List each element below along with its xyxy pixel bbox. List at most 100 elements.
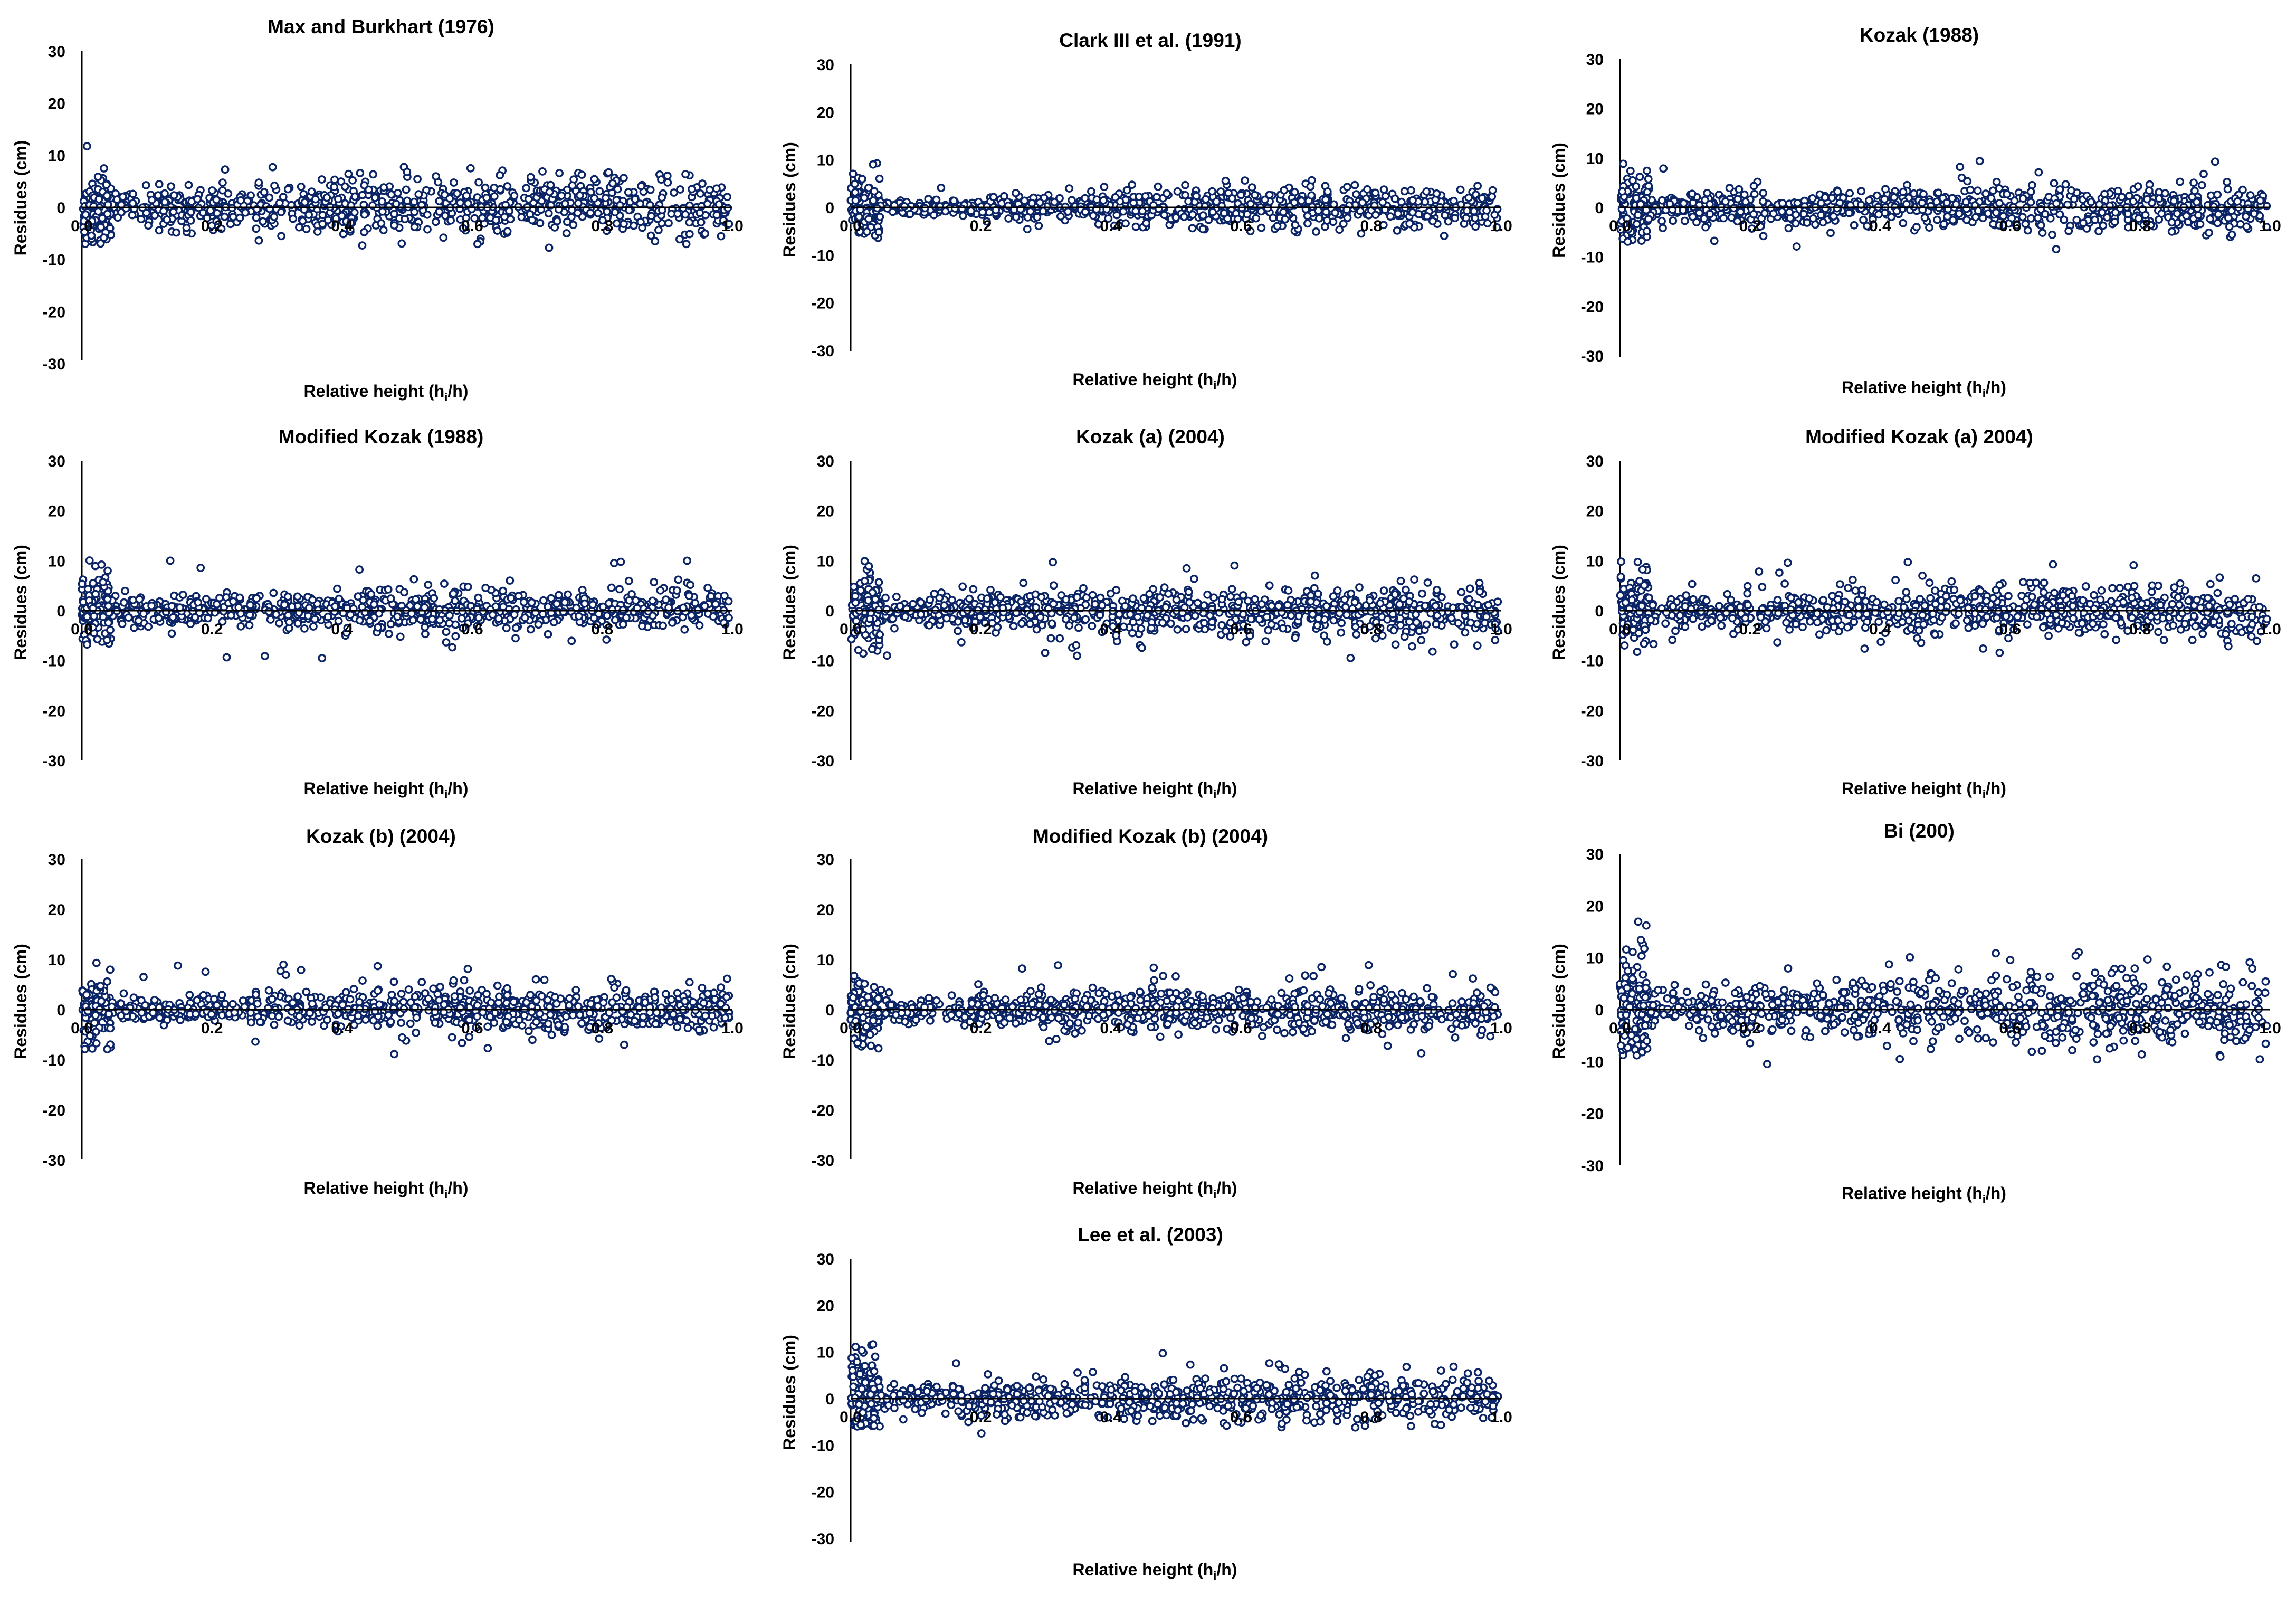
data-point bbox=[725, 613, 733, 622]
data-point bbox=[1122, 186, 1131, 195]
data-point bbox=[288, 602, 297, 611]
data-point bbox=[91, 590, 100, 598]
data-point bbox=[659, 621, 668, 630]
data-point bbox=[1792, 242, 1801, 251]
data-point bbox=[1422, 187, 1431, 196]
data-point bbox=[1350, 598, 1359, 606]
data-point bbox=[1437, 593, 1446, 602]
data-point bbox=[538, 610, 547, 619]
data-point bbox=[954, 617, 963, 626]
data-point bbox=[1366, 607, 1375, 616]
data-point bbox=[85, 556, 94, 565]
data-point bbox=[883, 651, 891, 660]
data-point bbox=[2023, 226, 2032, 235]
data-point bbox=[1778, 199, 1787, 208]
data-point bbox=[88, 216, 97, 225]
data-point bbox=[561, 199, 569, 208]
data-point bbox=[2211, 157, 2219, 166]
x-axis-title-end: /h) bbox=[447, 382, 468, 401]
data-point bbox=[2176, 177, 2185, 186]
data-point bbox=[871, 595, 880, 604]
data-point bbox=[344, 169, 353, 178]
data-point bbox=[517, 213, 526, 222]
data-point bbox=[624, 576, 633, 585]
data-point bbox=[90, 612, 99, 621]
data-point bbox=[603, 207, 612, 216]
data-point bbox=[392, 199, 401, 208]
data-point bbox=[544, 630, 552, 639]
data-point bbox=[99, 233, 108, 242]
data-point bbox=[1049, 581, 1058, 590]
y-tick-label: -10 bbox=[812, 247, 834, 264]
data-point bbox=[378, 197, 386, 206]
data-point bbox=[1017, 619, 1026, 628]
data-point bbox=[1206, 611, 1214, 620]
data-point bbox=[2038, 229, 2047, 237]
data-point bbox=[1298, 605, 1307, 614]
data-point bbox=[1092, 195, 1101, 204]
data-point bbox=[1138, 206, 1147, 215]
data-point bbox=[1418, 589, 1426, 598]
data-point bbox=[106, 625, 115, 634]
data-point bbox=[667, 210, 676, 218]
scatter-points bbox=[1616, 157, 2271, 254]
data-point bbox=[1208, 207, 1217, 216]
data-point bbox=[1313, 621, 1322, 630]
data-point bbox=[167, 602, 176, 611]
data-point bbox=[285, 618, 294, 626]
data-point bbox=[2205, 228, 2213, 237]
data-point bbox=[1182, 564, 1191, 573]
data-point bbox=[1432, 189, 1441, 198]
data-point bbox=[473, 240, 482, 249]
x-tick-label: 0.6 bbox=[461, 217, 483, 235]
data-point bbox=[507, 594, 516, 603]
data-point bbox=[1412, 618, 1421, 627]
data-point bbox=[958, 204, 967, 213]
data-point bbox=[172, 228, 180, 237]
data-point bbox=[1811, 220, 1820, 229]
data-point bbox=[298, 216, 307, 225]
data-point bbox=[712, 184, 721, 193]
y-tick-label: 10 bbox=[48, 553, 65, 570]
data-point bbox=[379, 183, 388, 192]
data-point bbox=[510, 191, 519, 200]
data-point bbox=[1689, 198, 1698, 207]
data-point bbox=[150, 211, 159, 220]
data-point bbox=[147, 602, 156, 610]
data-point bbox=[1822, 626, 1831, 635]
data-point bbox=[618, 620, 627, 629]
data-point bbox=[300, 198, 309, 207]
data-point bbox=[1216, 187, 1225, 196]
data-point bbox=[293, 592, 302, 601]
data-point bbox=[511, 634, 520, 643]
data-point bbox=[1142, 218, 1151, 227]
data-point bbox=[1081, 207, 1090, 216]
data-point bbox=[1749, 210, 1758, 218]
data-point bbox=[234, 603, 243, 612]
data-point bbox=[313, 227, 322, 236]
data-point bbox=[80, 216, 88, 225]
data-point bbox=[1128, 629, 1137, 638]
x-tick-label: 0.2 bbox=[970, 217, 992, 235]
data-point bbox=[393, 188, 402, 197]
data-point bbox=[103, 566, 112, 575]
data-point bbox=[1287, 611, 1295, 620]
data-point bbox=[442, 628, 451, 636]
data-point bbox=[1623, 237, 1632, 246]
data-point bbox=[1961, 197, 1970, 206]
data-point bbox=[166, 556, 175, 565]
data-point bbox=[159, 206, 168, 215]
data-point bbox=[270, 181, 279, 190]
x-tick-label: 0.2 bbox=[201, 217, 223, 235]
data-point bbox=[474, 613, 483, 622]
data-point bbox=[218, 178, 227, 187]
data-point bbox=[2206, 191, 2215, 200]
data-point bbox=[235, 213, 244, 222]
data-point bbox=[2048, 230, 2056, 239]
residual-panel-4: Modified Kozak (1988)3020100-10-20-300.0… bbox=[11, 426, 744, 801]
data-point bbox=[417, 201, 426, 210]
data-point bbox=[1279, 207, 1288, 216]
data-point bbox=[456, 198, 465, 207]
data-point bbox=[555, 591, 563, 600]
data-point bbox=[958, 582, 967, 591]
